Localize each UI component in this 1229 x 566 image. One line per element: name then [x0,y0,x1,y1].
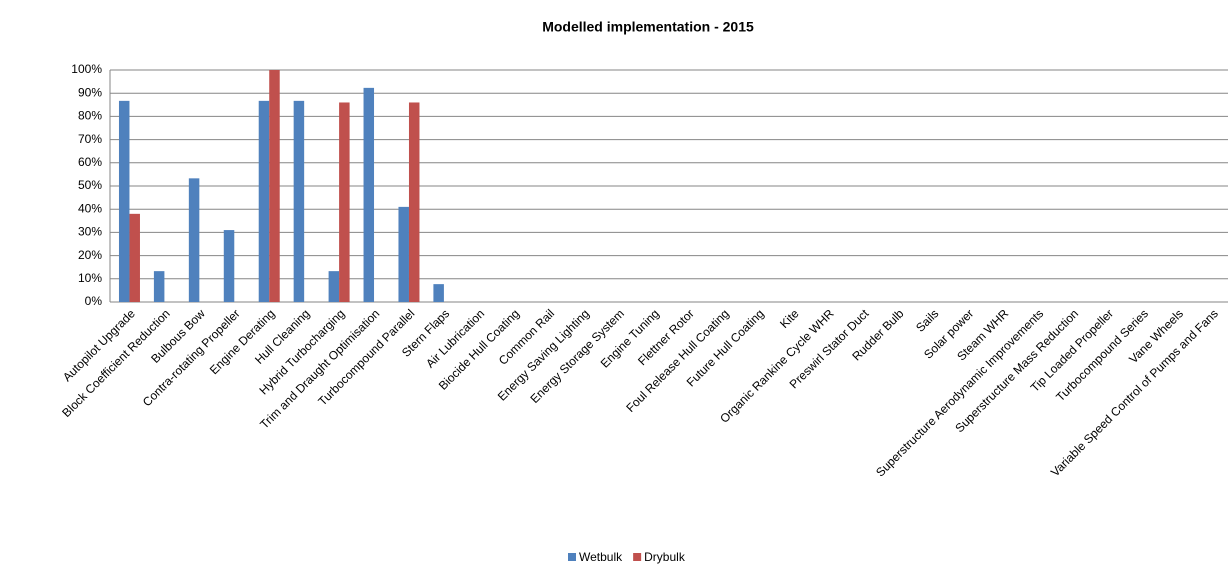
bar [398,206,409,302]
legend-label: Drybulk [644,550,686,564]
y-tick-label: 100% [71,62,102,76]
bar [153,271,165,302]
bar [188,178,200,302]
bar [293,100,305,302]
bar [129,213,140,302]
bar [223,230,235,302]
y-tick-label: 70% [78,132,102,146]
bar [339,102,350,302]
y-tick-label: 10% [78,271,102,285]
y-tick-label: 90% [78,85,102,99]
x-tick-label: Sails [913,306,941,334]
y-tick-label: 40% [78,201,102,215]
bar [363,87,375,302]
legend-swatch [568,553,576,561]
bar [328,271,340,302]
bar [408,102,420,302]
y-tick-label: 60% [78,155,102,169]
bar [258,100,270,302]
chart-title: Modelled implementation - 2015 [542,19,754,35]
legend-swatch [633,553,642,561]
bar [269,70,280,302]
legend-label: Wetbulk [579,550,623,564]
bar [118,100,130,302]
y-tick-label: 0% [85,294,103,308]
y-tick-label: 80% [78,109,102,123]
y-tick-label: 20% [78,248,102,262]
y-tick-label: 30% [78,225,102,239]
bar [433,284,444,302]
x-tick-label: Kite [777,306,802,331]
y-tick-label: 50% [78,178,102,192]
